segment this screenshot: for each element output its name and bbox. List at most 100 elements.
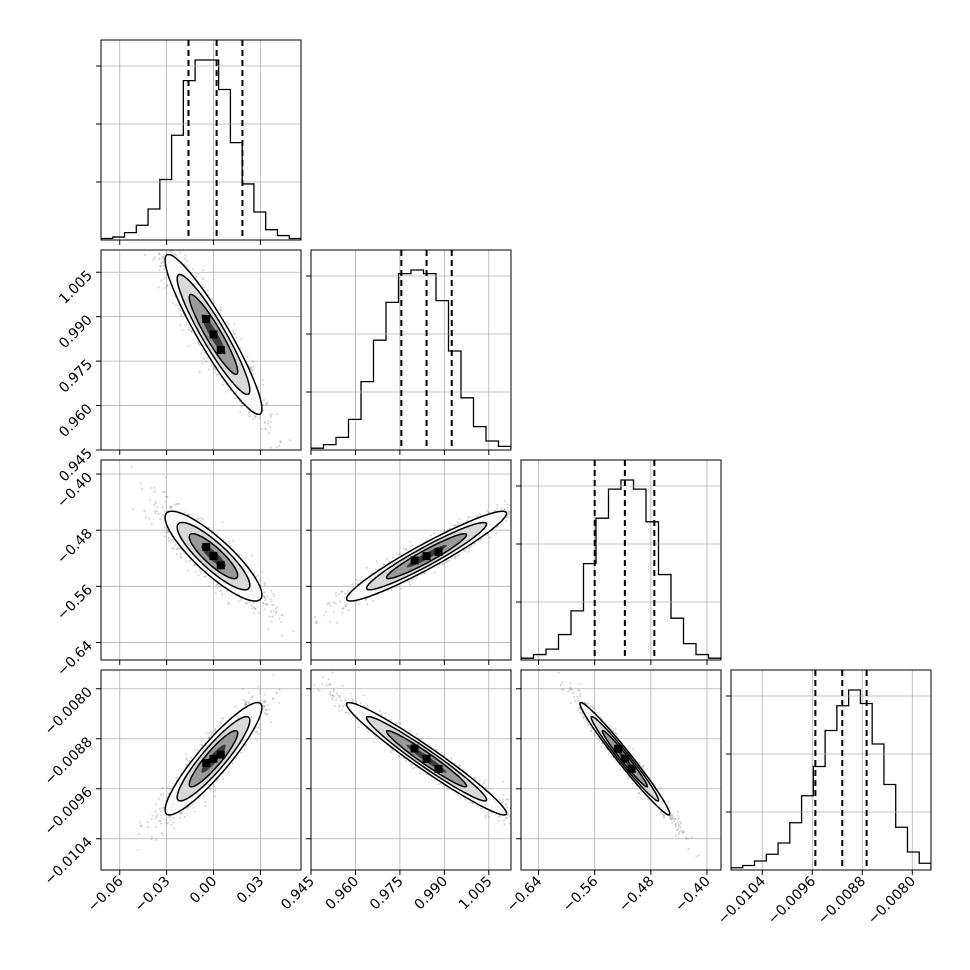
sample-point [163,490,166,493]
sample-point [240,405,243,408]
sample-point [150,523,153,526]
sample-point [288,439,291,442]
sample-point [160,822,163,825]
sample-point [292,630,295,633]
sample-point [245,601,248,604]
sample-point [179,324,182,327]
sample-point [219,309,222,312]
sample-point [254,416,257,419]
sample-point [149,220,151,222]
sample-point [251,360,254,363]
sample-point [232,539,235,542]
sample-point [456,521,459,524]
sample-point [316,621,319,624]
sample-point [507,515,510,518]
sample-point [517,514,519,516]
panel-3-0: −0.06 −0.03 0.00 0.03−0.0104−0.0096−0.0088−… [42,669,302,915]
sample-point [263,583,266,586]
sample-point [200,570,203,573]
sample-point [506,509,509,512]
sample-point [265,603,268,606]
sample-point [174,241,176,243]
sample-point [334,602,337,605]
sample-point [202,278,205,281]
sample-point [529,503,531,505]
sample-point [265,602,268,605]
sample-point [347,609,350,612]
sample-point [121,191,123,193]
sample-point [267,628,270,631]
sample-point [220,717,223,720]
sample-point [468,546,471,549]
sample-point [517,516,519,518]
sample-point [163,526,166,529]
sample-point [254,608,257,611]
sample-point [183,511,186,514]
sample-point [153,256,156,259]
sample-point [457,554,460,557]
sample-point [175,776,178,779]
sample-point [335,621,338,624]
sample-point [216,583,219,586]
y-tick-label: −0.64 [54,638,96,680]
sample-point [263,591,266,594]
sample-point [263,705,266,708]
sample-point [493,509,496,512]
panel-content [101,191,301,450]
sample-point [201,285,204,288]
sample-point [258,417,261,420]
sample-point [214,592,217,595]
sample-point [162,513,165,516]
sample-point [180,811,183,814]
sample-point [185,753,188,756]
sample-point [239,346,242,349]
sample-point [171,246,173,248]
sample-point [325,610,328,613]
panel-frame [100,39,302,241]
sample-point [228,540,231,543]
sample-point [210,730,213,733]
sample-point [171,547,174,550]
sample-point [192,563,195,566]
sample-point [274,607,277,610]
panel-1-1 [306,249,512,455]
sample-point [246,355,249,358]
sample-point [515,512,517,514]
sample-point [152,258,155,261]
sample-point [164,286,167,289]
density-peak [216,346,225,355]
sample-point [232,333,235,336]
sample-point [156,246,158,248]
sample-point [257,685,260,688]
sample-point [263,582,266,585]
sample-point [240,337,243,340]
density-peak [209,552,218,561]
sample-point [335,592,338,595]
sample-point [245,602,248,605]
sample-point [211,298,214,301]
sample-point [140,824,143,827]
sample-point [199,743,202,746]
sample-point [442,562,445,565]
y-tick-label: 0.960 [56,401,96,441]
sample-point [356,582,359,585]
sample-point [495,532,498,535]
sample-point [275,610,278,613]
sample-point [513,500,515,502]
sample-point [155,510,158,513]
sample-point [153,243,155,245]
sample-point [257,386,260,389]
sample-point [328,602,331,605]
sample-point [198,371,201,374]
sample-point [216,587,219,590]
sample-point [496,526,499,529]
sample-point [201,277,204,280]
sample-point [198,343,201,346]
sample-point [149,244,151,246]
sample-point [201,349,204,352]
sample-point [409,545,412,548]
sample-point [251,696,254,699]
sample-point [268,615,271,618]
sample-point [528,502,530,504]
sample-point [157,232,159,234]
